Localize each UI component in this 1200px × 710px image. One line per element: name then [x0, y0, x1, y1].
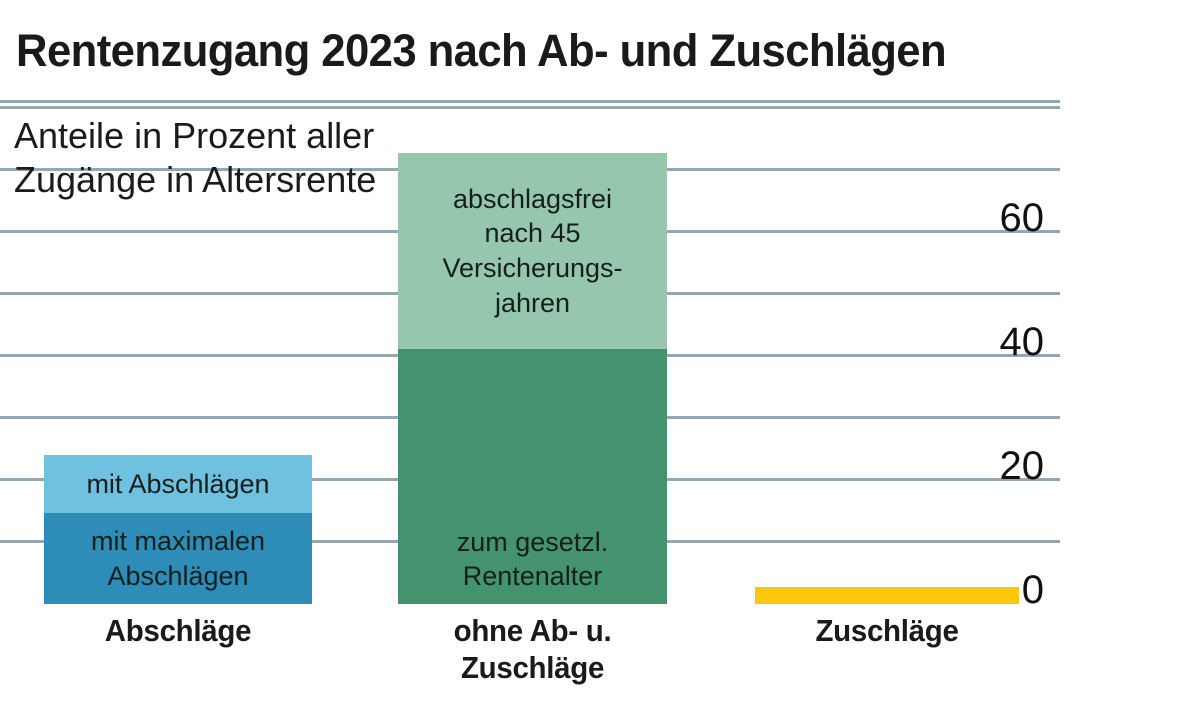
bar-segment-zuschlaege[interactable]	[755, 587, 1019, 604]
bar-segment-label-rentenalter-line1: zum gesetzl.	[456, 526, 609, 557]
category-label-abschlaege: Abschläge	[51, 613, 306, 650]
y-axis-tick-20: 20	[999, 444, 1045, 488]
bar-segment-abschlagsfrei-45-jahre[interactable]: abschlagsfrei nach 45 Versicherungs- jah…	[398, 153, 667, 349]
bar-segment-mit-abschlaegen[interactable]: mit Abschlägen	[44, 455, 312, 513]
category-label-ohne-ab-und-zuschlaege: ohne Ab- u. Zuschläge	[405, 613, 661, 686]
plot-area: mit Abschlägen mit maximalen Abschlägen …	[0, 100, 1060, 610]
chart-subtitle: Anteile in Prozent aller Zugänge in Alte…	[14, 115, 377, 200]
bar-segment-label-abschlagsfrei-line4: jahren	[494, 287, 571, 318]
y-axis-tick-60: 60	[999, 196, 1045, 240]
bar-segment-label-rentenalter-line2: Rentenalter	[462, 561, 603, 592]
category-label-ohne-line1: ohne Ab- u.	[453, 613, 612, 648]
bar-segment-label-mit-abschlaegen: mit Abschlägen	[86, 468, 270, 499]
category-label-ohne-line2: Zuschläge	[460, 649, 605, 685]
page-title: Rentenzugang 2023 nach Ab- und Zuschläge…	[16, 25, 947, 76]
title-divider	[0, 100, 1060, 103]
bar-segment-zum-gesetzlichen-rentenalter[interactable]: zum gesetzl. Rentenalter	[398, 349, 667, 604]
bar-segment-label-mit-maximalen-abschlaegen-line1: mit maximalen	[90, 525, 266, 556]
gridline-80	[0, 106, 1060, 109]
bar-segment-label-abschlagsfrei-line1: abschlagsfrei	[452, 183, 613, 214]
bar-segment-label-abschlagsfrei-line3: Versicherungs-	[442, 253, 623, 283]
category-label-abschlaege-line1: Abschläge	[104, 613, 252, 648]
bar-segment-mit-maximalen-abschlaegen[interactable]: mit maximalen Abschlägen	[44, 513, 312, 604]
y-axis-tick-0: 0	[1021, 568, 1044, 612]
category-label-zuschlaege: Zuschläge	[762, 613, 1013, 650]
y-axis-tick-40: 40	[999, 320, 1045, 364]
bar-segment-label-mit-maximalen-abschlaegen-line2: Abschlägen	[107, 560, 249, 591]
bar-segment-label-abschlagsfrei-line2: nach 45	[484, 218, 581, 249]
category-label-zuschlaege-line1: Zuschläge	[815, 613, 959, 648]
